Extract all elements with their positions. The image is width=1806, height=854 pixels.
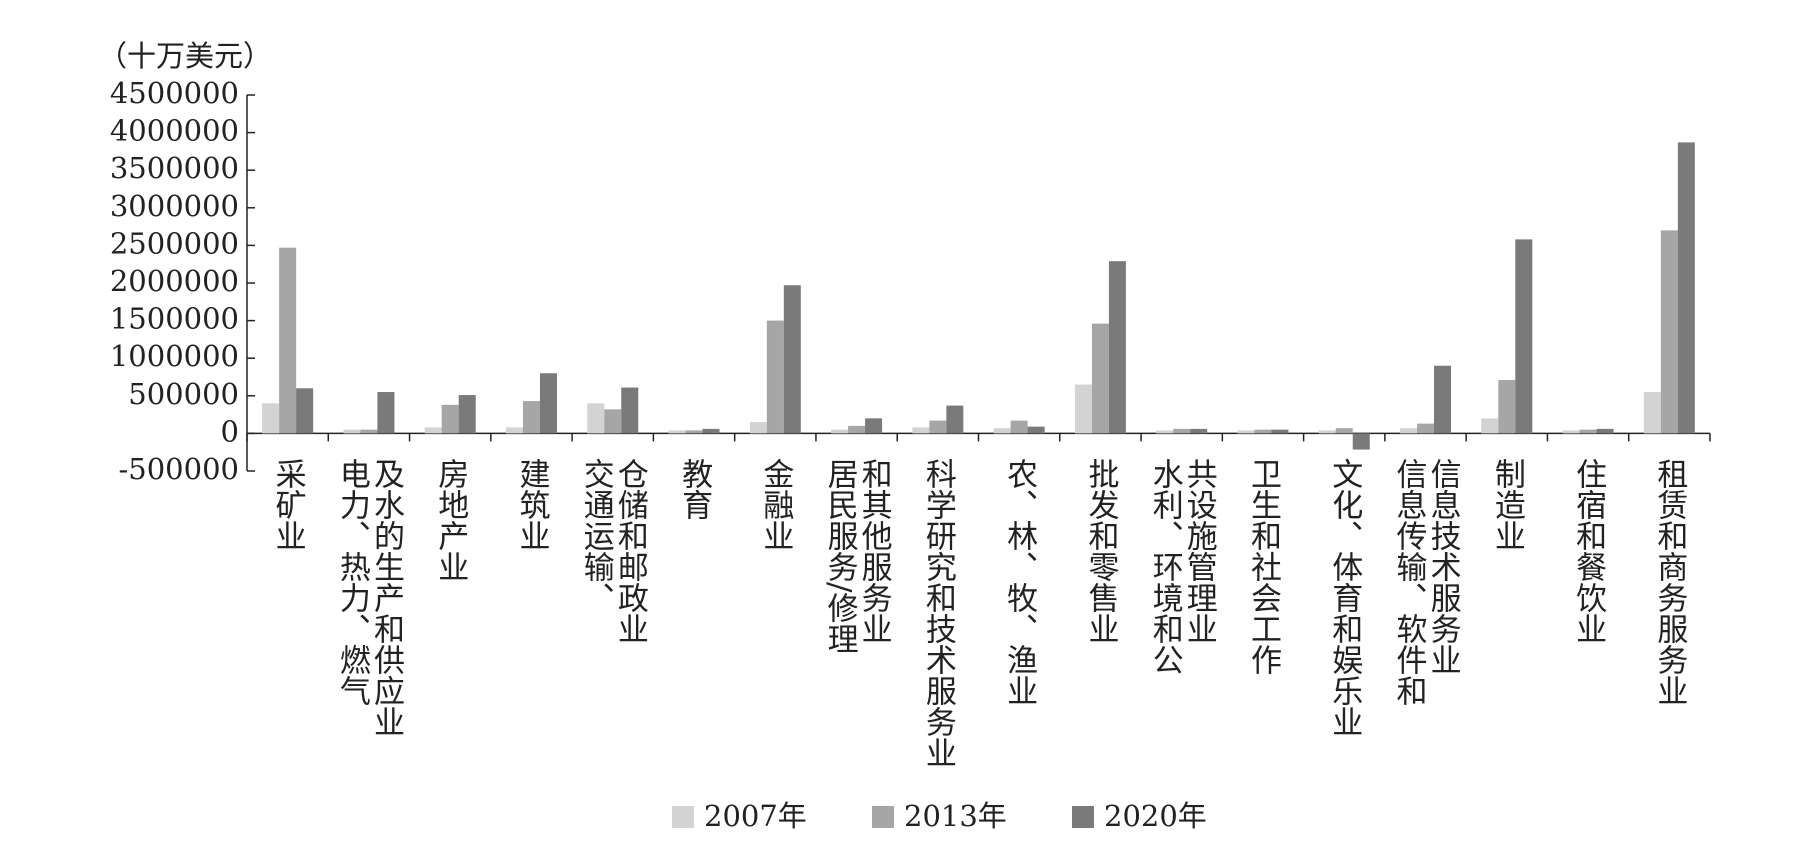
- bar: [458, 395, 476, 434]
- x-tick-label: 建筑业: [513, 458, 550, 551]
- y-tick-label: -500000: [118, 452, 239, 486]
- bar: [539, 373, 557, 434]
- bar: [296, 388, 314, 434]
- bar: [1318, 430, 1336, 434]
- bar: [1010, 420, 1028, 434]
- x-tick-label: 批发和零售业: [1082, 458, 1119, 644]
- bar: [1237, 430, 1255, 434]
- bar: [621, 387, 639, 434]
- bar: [1091, 323, 1109, 434]
- x-tick-label: 交通运输、 仓储和邮政业: [577, 458, 648, 644]
- bar: [262, 403, 280, 434]
- bar: [946, 405, 964, 434]
- bar: [1173, 428, 1191, 434]
- legend-swatch: [672, 806, 694, 828]
- x-tick-label: 电力、热力、燃气 及水的生产和供应业: [333, 458, 404, 737]
- bar: [587, 403, 605, 434]
- bar: [1677, 142, 1695, 434]
- bar: [1400, 428, 1418, 434]
- bar: [1352, 433, 1370, 450]
- y-tick-label: 2000000: [110, 264, 239, 298]
- y-tick-label: 3000000: [110, 189, 239, 223]
- bar: [1108, 261, 1126, 434]
- bar: [993, 428, 1011, 434]
- x-tick-label: 采矿业: [269, 458, 306, 551]
- bar: [865, 418, 883, 434]
- y-tick-label: 4000000: [110, 114, 239, 148]
- bar: [1515, 239, 1533, 434]
- bar: [1254, 429, 1272, 434]
- y-axis-label: （十万美元）: [98, 39, 272, 73]
- bar: [1481, 418, 1499, 434]
- x-tick-label: 金融业: [757, 458, 794, 551]
- bar: [1498, 380, 1516, 434]
- legend-swatch: [1072, 806, 1094, 828]
- bar: [1074, 384, 1092, 434]
- bar: [1156, 430, 1174, 434]
- x-tick-label: 水利、环境和公 共设施管理业: [1146, 458, 1217, 675]
- x-tick-label: 住宿和餐饮业: [1570, 458, 1607, 644]
- bar: [1434, 365, 1452, 434]
- bar: [1596, 428, 1614, 434]
- bar: [1271, 429, 1289, 434]
- x-tick-label: 农、林、牧、渔业: [1001, 458, 1038, 706]
- y-tick-label: 1000000: [110, 339, 239, 373]
- y-tick-label: 3500000: [110, 151, 239, 185]
- bar: [912, 427, 930, 434]
- bar: [668, 430, 686, 434]
- bar: [424, 427, 442, 434]
- x-tick-label: 房地产业: [432, 458, 469, 582]
- x-tick-label: 文化、体育和娱乐业: [1326, 458, 1363, 737]
- bar: [343, 429, 361, 434]
- bar: [685, 430, 703, 434]
- bar: [1660, 230, 1678, 434]
- bar: [702, 428, 720, 434]
- bar: [1027, 426, 1045, 434]
- legend-swatch: [872, 806, 894, 828]
- bar: [1643, 392, 1661, 434]
- x-tick-label: 教育: [676, 458, 713, 520]
- bar: [360, 429, 378, 434]
- bar: [1335, 428, 1353, 434]
- legend-label: 2020年: [1104, 799, 1207, 833]
- bar: [377, 392, 395, 434]
- x-tick-label: 信息传输、软件和 信息技术服务业: [1390, 458, 1461, 706]
- bar: [766, 320, 784, 434]
- x-tick-label: 居民服务/修理 和其他服务业: [821, 458, 892, 655]
- bar: [279, 247, 297, 434]
- bar: [1579, 429, 1597, 434]
- bar: [505, 427, 523, 434]
- legend-label: 2007年: [704, 799, 807, 833]
- x-tick-label: 租赁和商务服务业: [1651, 458, 1688, 706]
- legend-label: 2013年: [904, 799, 1007, 833]
- x-tick-label: 卫生和社会工作: [1245, 458, 1282, 675]
- bar: [929, 420, 947, 434]
- bar: [783, 285, 801, 434]
- bar: [1562, 430, 1580, 434]
- y-tick-label: 2500000: [110, 226, 239, 260]
- y-tick-label: 4500000: [110, 76, 239, 110]
- x-tick-label: 科学研究和技术服务业: [919, 458, 956, 768]
- y-tick-label: 1500000: [110, 302, 239, 336]
- bar: [848, 425, 866, 434]
- x-tick-label: 制造业: [1488, 458, 1525, 551]
- y-tick-label: 500000: [128, 377, 239, 411]
- bar: [749, 422, 767, 434]
- bar: [1417, 423, 1435, 434]
- bar: [522, 401, 540, 434]
- y-tick-label: 0: [221, 414, 239, 448]
- bar: [441, 404, 459, 434]
- bar: [1190, 428, 1208, 434]
- bar: [831, 429, 849, 434]
- bar: [604, 409, 622, 434]
